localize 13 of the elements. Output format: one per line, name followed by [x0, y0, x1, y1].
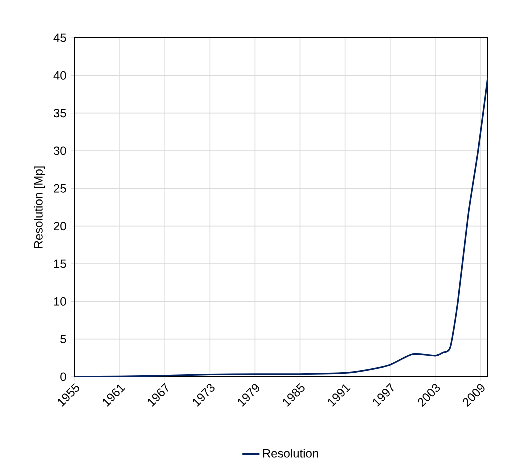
legend-label: Resolution	[263, 449, 318, 458]
y-tick-label: 25	[54, 184, 66, 193]
y-axis-title: Resolution [Mp]	[34, 166, 46, 248]
y-tick-label: 35	[54, 109, 66, 118]
y-tick-label: 40	[54, 71, 66, 80]
y-tick-label: 0	[60, 372, 66, 382]
y-tick-label: 20	[54, 222, 66, 231]
y-tick-label: 30	[54, 146, 66, 156]
y-tick-label: 45	[54, 34, 66, 42]
y-tick-label: 15	[54, 260, 66, 268]
y-tick-label: 5	[60, 335, 66, 344]
line-series	[75, 77, 488, 377]
y-tick-label: 10	[54, 297, 66, 306]
